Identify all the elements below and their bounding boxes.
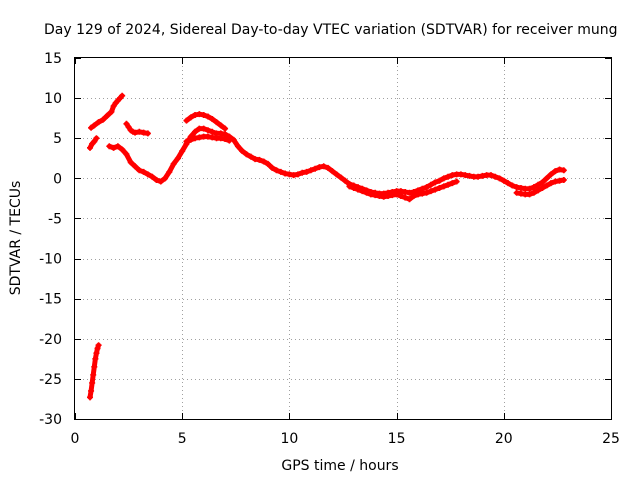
y-tick-label: 15 — [44, 51, 62, 67]
data-point — [144, 130, 151, 137]
data-point — [560, 176, 567, 183]
x-tick-label: 20 — [495, 431, 513, 447]
x-tick-label: 5 — [178, 431, 187, 447]
data-point — [222, 125, 229, 132]
data-point — [560, 167, 567, 174]
data-point — [93, 135, 100, 142]
y-tick-label: -5 — [48, 211, 62, 227]
plot-frame — [74, 57, 612, 420]
x-tick-label: 0 — [71, 431, 80, 447]
data-point — [226, 137, 233, 144]
y-axis-label: SDTVAR / TECUs — [8, 181, 24, 296]
y-tick-label: 5 — [53, 131, 62, 147]
y-axis-ticks: -30 -25 -20 -15 -10 -5 0 5 10 15 — [39, 51, 611, 428]
grid-lines — [75, 58, 611, 419]
x-axis-ticks: 0 5 10 15 20 25 — [71, 58, 620, 447]
x-tick-label: 25 — [602, 431, 620, 447]
x-tick-label: 10 — [280, 431, 298, 447]
x-tick-label: 15 — [388, 431, 406, 447]
y-tick-label: -25 — [39, 372, 62, 388]
y-tick-label: -10 — [39, 252, 62, 268]
y-tick-label: -15 — [39, 292, 62, 308]
y-tick-label: 0 — [53, 171, 62, 187]
data-points — [87, 92, 567, 401]
data-point — [119, 92, 126, 99]
chart-title: Day 129 of 2024, Sidereal Day-to-day VTE… — [44, 22, 618, 38]
data-point — [453, 178, 460, 185]
data-point — [95, 342, 102, 349]
y-tick-label: 10 — [44, 91, 62, 107]
y-tick-label: -30 — [39, 412, 62, 428]
y-tick-label: -20 — [39, 332, 62, 348]
x-axis-label: GPS time / hours — [281, 458, 398, 474]
